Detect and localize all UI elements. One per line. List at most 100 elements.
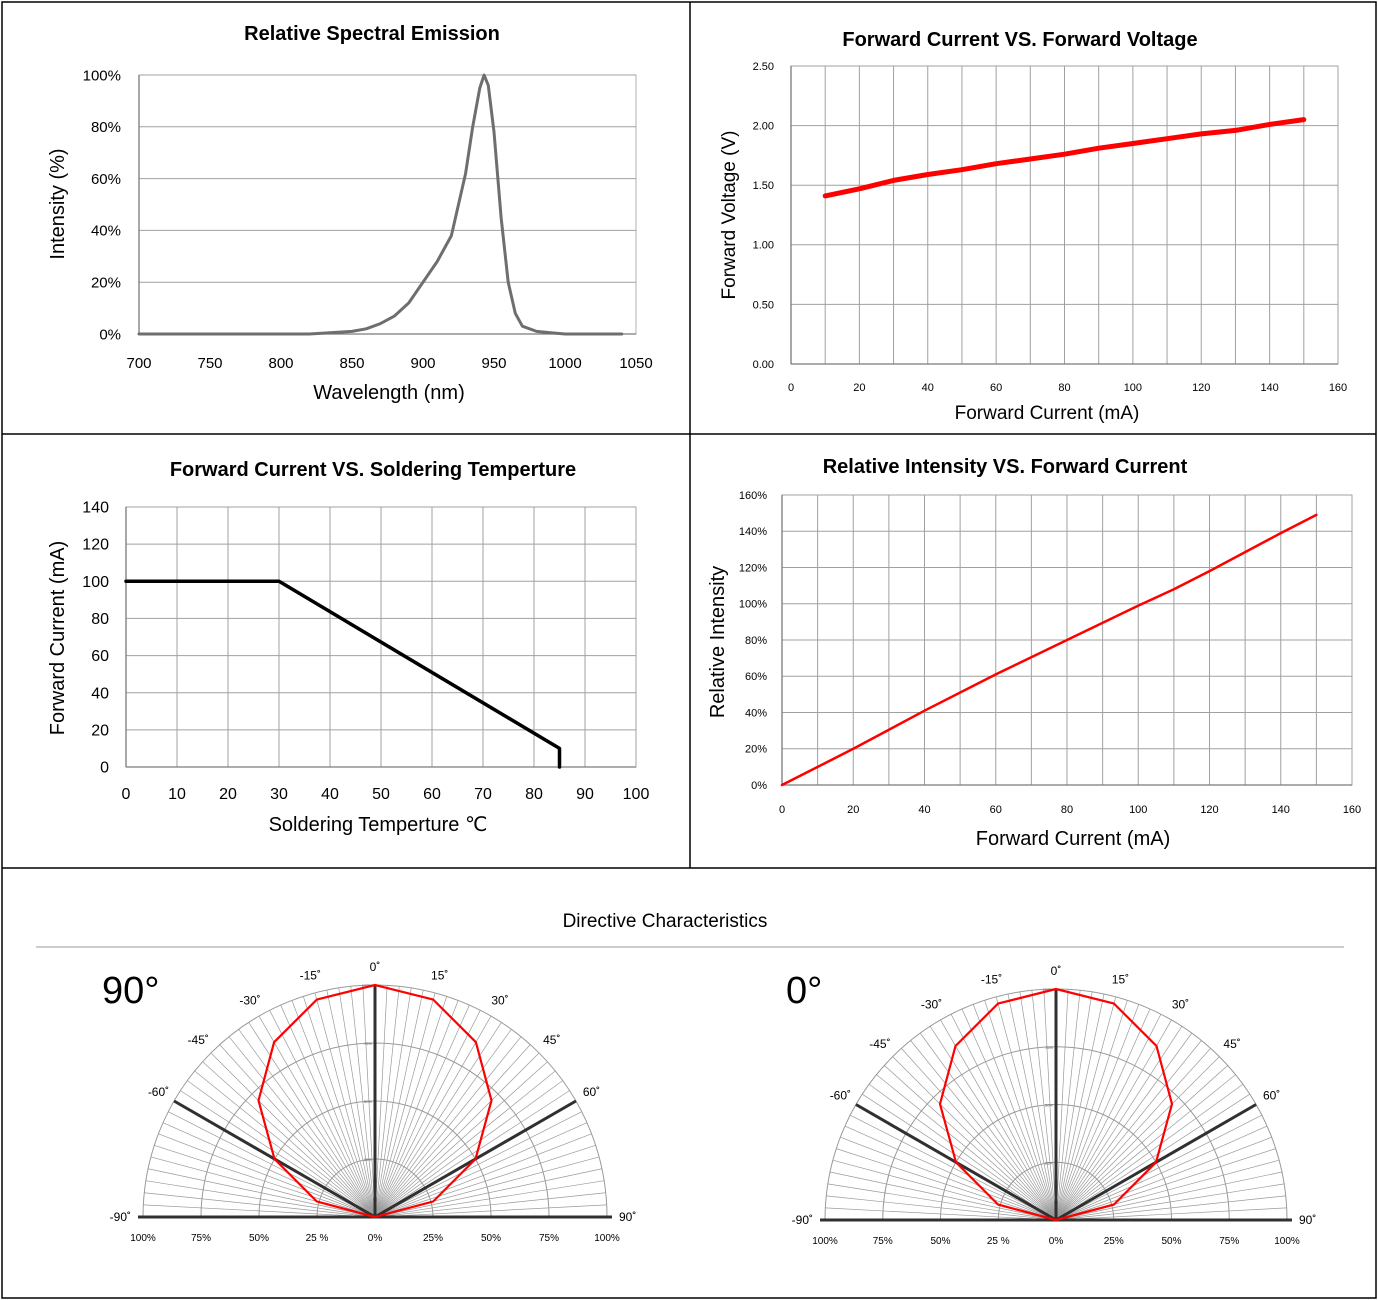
polar-radial-line [1055,1014,1162,1221]
spectral-y-tick-label: 40% [91,223,121,240]
polar-radial-line [269,1010,376,1218]
polar-radial-line [862,1093,1057,1221]
polar-radial-line [374,1004,470,1218]
spectral-y-tick-label: 20% [91,274,121,291]
spectral-emission-chart: 700 750 800 850 900 950 1000 1050 0% 20% 40% 60% 80%… [83,67,653,372]
fv-x-tick-label: 20 [853,382,865,394]
polar-ring-label: 50% [1045,1103,1053,1108]
polar-radial-line [374,1029,512,1218]
polar-radial-line [910,1040,1057,1221]
polar-angle-label: -30˚ [921,997,942,1011]
ri-x-tick-label: 160 [1343,804,1361,816]
solder-y-tick-label: 100 [82,574,109,591]
polar-radial-line [187,1080,376,1218]
polar-radial-line [1055,1032,1193,1221]
polar-radial-line [291,1000,376,1218]
spectral-x-tick-label: 900 [410,355,435,372]
polar-radial-line [374,1080,563,1218]
spectral-x-tick-label: 1000 [548,355,581,372]
polar-ring-label: 75% [1045,1045,1053,1050]
polar-radial-line [158,1133,376,1218]
polar-radial-line [374,1144,596,1218]
solder-series-line [124,579,562,769]
polar-right-label: 0° [786,970,822,1012]
polar-radial-label: 100% [130,1233,156,1244]
polar-radial-line [884,1065,1057,1221]
polar-radial-line [1055,991,1093,1221]
polar-radial-line [1055,1004,1140,1221]
fv-y-tick-label: 0.50 [753,299,774,311]
polar-radial-line [844,1125,1057,1221]
polar-radial-line [1055,993,1105,1221]
polar-angle-label: 45˚ [1223,1037,1240,1051]
polar-angle-label: -90˚ [110,1210,131,1224]
polar-ring-label: 75% [364,1041,372,1046]
polar-radial-line [1055,996,1117,1221]
polar-radial-label: 0% [1049,1236,1064,1247]
spectral-series-line [137,73,624,336]
ri-x-tick-label: 0 [779,804,785,816]
polar-radial-line [1031,990,1057,1221]
spectral-xlabel: Wavelength (nm) [313,382,465,404]
polar-radial-line [826,1195,1057,1221]
ri-y-tick-label: 0% [751,780,767,792]
solder-y-tick-label: 60 [91,648,109,665]
polar-radial-line [374,992,436,1218]
polar-left-label: 90° [102,970,159,1012]
polar-radial-line [374,1204,607,1218]
polar-angle-label: -15˚ [300,969,321,983]
polar-radial-line [829,1171,1057,1221]
solder-y-tick-label: 80 [91,611,109,628]
polar-radial-line [143,1204,376,1218]
spectral-x-tick-label: 750 [197,355,222,372]
polar-radial-line [258,1015,376,1218]
polar-radial-line [194,1070,376,1218]
solder-x-tick-label: 30 [270,786,288,803]
polar-pattern-curve [257,983,493,1219]
polar-radial-line [145,1180,376,1218]
polar-chart-right: 25% 50% 75% 100% -90˚ -60˚ -45˚ -30˚ -15˚ 0˚ 15˚ 30… [792,964,1317,1247]
solder-x-tick-label: 80 [525,786,543,803]
polar-radial-line [202,1061,376,1218]
fv-x-tick-label: 0 [788,382,794,394]
polar-angle-label: 30˚ [491,993,508,1007]
polar-radial-label: 75% [539,1233,559,1244]
polar-radial-line [1055,1083,1244,1221]
polar-radial-line [1055,1065,1228,1221]
fv-title: Forward Current VS. Forward Voltage [842,29,1197,51]
polar-angle-label: -60˚ [830,1089,851,1103]
spectral-plot-frame [138,74,637,335]
polar-radial-label: 75% [873,1236,893,1247]
polar-angle-label: 0˚ [370,960,381,974]
polar-radial-line [1007,993,1057,1221]
polar-radial-line [374,1061,548,1218]
solder-x-tick-label: 40 [321,786,339,803]
fv-series-line [822,117,1307,199]
spectral-x-tick-label: 950 [481,355,506,372]
ri-x-tick-label: 40 [918,804,930,816]
polar-radial-label: 75% [1219,1236,1239,1247]
spectral-x-tick-label: 700 [126,355,151,372]
fv-y-tick-label: 2.00 [753,120,774,132]
polar-angle-label: 90˚ [619,1210,636,1224]
spectral-y-tick-label: 80% [91,119,121,136]
polar-radial-line [940,1019,1057,1221]
polar-radial-line [374,1015,492,1218]
polar-radial-line [374,1010,481,1218]
fv-x-tick-label: 80 [1058,382,1070,394]
polar-radial-line [280,1004,376,1218]
fv-x-tick-label: 40 [922,382,934,394]
polar-radial-line [850,1114,1057,1221]
solder-x-tick-label: 20 [219,786,237,803]
solder-title: Forward Current VS. Soldering Temperture [170,459,576,481]
polar-radial-line [219,1044,376,1218]
polar-radial-line [374,1180,605,1218]
polar-radial-line [168,1111,376,1218]
polar-radial-line [825,1207,1057,1221]
fv-x-tick-label: 60 [990,382,1002,394]
ri-ylabel: Relative Intensity [707,566,729,718]
polar-radial-label: 25 % [987,1236,1010,1247]
solder-y-tick-label: 20 [91,722,109,739]
